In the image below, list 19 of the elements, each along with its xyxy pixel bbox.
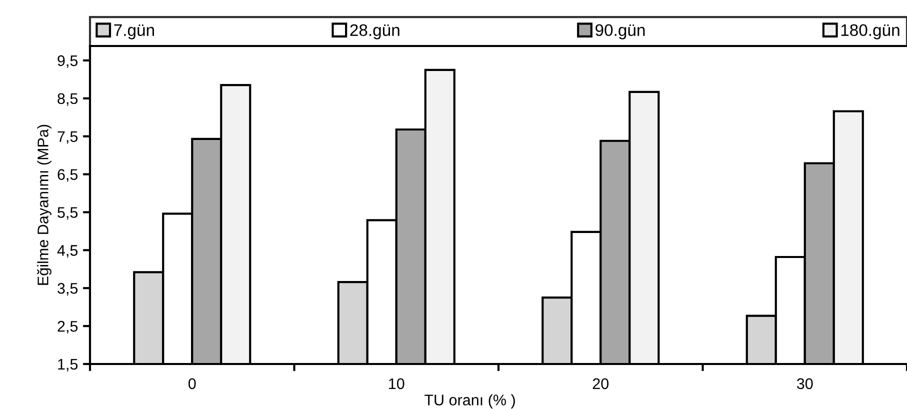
y-tick-label: 4,5 (57, 245, 78, 258)
legend-label: 7.gün (114, 24, 154, 40)
y-tick-label: 9,5 (58, 55, 78, 68)
x-axis-title: TU oranı (% ) (424, 394, 515, 408)
y-tick-label: 1,5 (58, 359, 78, 372)
x-tick-label: 30 (796, 378, 813, 390)
legend-label: 90.gün (596, 24, 645, 40)
legend-label: 180.gün (841, 24, 900, 40)
x-tick-label: 0 (188, 378, 196, 390)
x-tick-label: 20 (592, 378, 609, 390)
x-tick-label: 10 (389, 378, 404, 390)
y-tick-label: 7,5 (58, 131, 78, 144)
y-tick-label: 3,5 (58, 282, 78, 296)
y-axis-title: Eğilme Dayanımı (MPa) (36, 124, 52, 285)
y-tick-label: 8,5 (58, 93, 78, 106)
y-tick-label: 5,5 (58, 207, 78, 220)
y-tick-label: 6,5 (58, 169, 78, 182)
legend-label: 28.gün (350, 24, 400, 40)
y-tick-label: 2,5 (58, 320, 78, 334)
